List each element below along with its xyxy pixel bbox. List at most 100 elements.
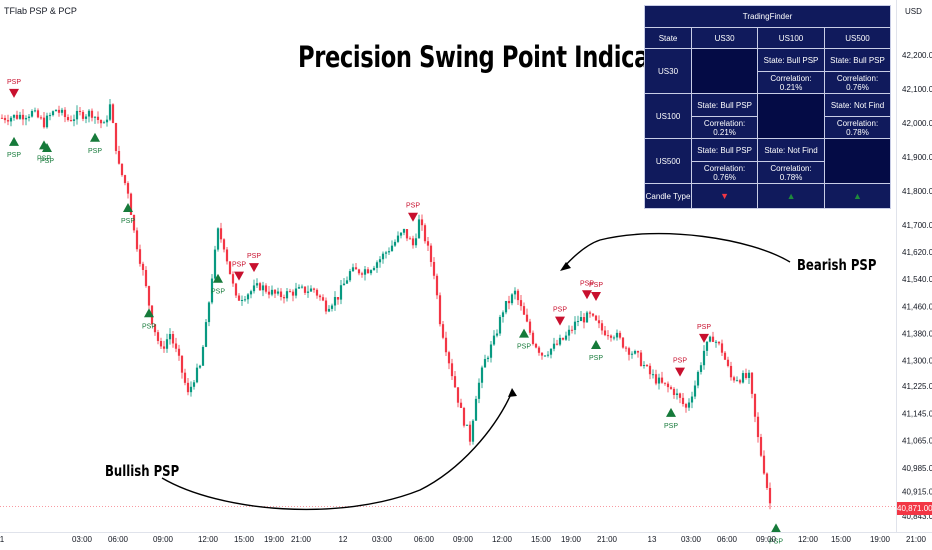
candle-body — [741, 373, 745, 383]
candle-body — [597, 320, 601, 324]
candle-body — [510, 294, 514, 304]
candle-body — [399, 232, 403, 236]
psp-label: PSP — [580, 280, 594, 287]
psp-label: PSP — [37, 155, 51, 162]
candle-body — [300, 286, 304, 288]
candle-body — [660, 377, 664, 383]
candle-body — [396, 235, 400, 242]
candle-body — [537, 347, 541, 353]
psp-label: PSP — [697, 324, 711, 331]
candle-body — [144, 269, 148, 287]
row-label-us30: US30 — [643, 48, 693, 94]
x-tick-label: 1 — [0, 535, 5, 544]
candle-body — [573, 321, 577, 330]
candle-body — [513, 290, 517, 295]
x-tick-label: 21:00 — [906, 535, 927, 544]
candle-body — [672, 388, 676, 395]
candle-body — [324, 300, 328, 312]
candle-body — [705, 341, 709, 351]
candle-body — [36, 110, 40, 118]
psp-label: PSP — [664, 423, 678, 430]
candle-body — [609, 335, 613, 338]
psp-label: PSP — [553, 307, 567, 314]
cell-state: State: Bull PSP — [691, 138, 759, 162]
candle-body — [57, 109, 61, 113]
cell-state: State: Not Find — [824, 93, 891, 117]
x-tick-label: 21:00 — [291, 535, 312, 544]
candle-body — [372, 267, 376, 271]
candle-body — [135, 230, 139, 250]
psp-label: PSP — [88, 148, 102, 155]
bullish-psp-marker — [771, 523, 781, 533]
diag-cell — [691, 48, 759, 94]
x-tick-label: 06:00 — [108, 535, 129, 544]
candle-body — [570, 329, 574, 331]
candle-body — [177, 348, 181, 356]
candle-body — [3, 117, 7, 121]
candle-body — [168, 333, 172, 340]
x-tick-label: 09:00 — [453, 535, 474, 544]
candle-body — [12, 114, 16, 118]
candle-body — [435, 275, 439, 296]
candle-body — [276, 291, 280, 294]
psp-label: PSP — [7, 79, 21, 86]
bearish-arrow — [562, 232, 791, 269]
bull-triangle-icon: ▲ — [757, 183, 825, 209]
candle-body — [351, 267, 355, 272]
candle-body — [582, 317, 586, 323]
candle-body — [213, 249, 217, 279]
candle-body — [735, 380, 739, 382]
x-tick-label: 06:00 — [717, 535, 738, 544]
y-tick-label: 41,380.00 — [902, 330, 932, 339]
candle-body — [297, 287, 301, 289]
candle-body — [636, 350, 640, 353]
candle-body — [66, 117, 70, 121]
candle-body — [648, 365, 652, 375]
candle-body — [549, 348, 553, 355]
candle-body — [654, 374, 658, 384]
candle-body — [321, 297, 325, 301]
candle-body — [195, 367, 199, 383]
currency-label[interactable]: USD — [905, 7, 922, 16]
x-tick-label: 03:00 — [372, 535, 393, 544]
candle-body — [438, 295, 442, 325]
y-tick-label: 41,460.00 — [902, 302, 932, 311]
candle-body — [207, 302, 211, 323]
candle-body — [24, 117, 28, 120]
candle-body — [327, 308, 331, 312]
candle-body — [621, 337, 625, 348]
candle-body — [0, 117, 4, 119]
candle-body — [729, 365, 733, 378]
bearish-psp-marker — [408, 212, 418, 222]
x-tick-label: 19:00 — [561, 535, 582, 544]
candle-body — [51, 111, 55, 116]
candle-body — [357, 269, 361, 274]
candle-body — [642, 365, 646, 367]
candle-body — [354, 267, 358, 270]
candle-body — [246, 294, 250, 300]
cell-state: State: Bull PSP — [691, 93, 759, 117]
candle-body — [507, 300, 511, 304]
candle-body — [645, 365, 649, 367]
psp-label: PSP — [7, 152, 21, 159]
candle-body — [111, 104, 115, 123]
x-tick-label: 12 — [339, 535, 348, 544]
candle-body — [540, 352, 544, 356]
candle-body — [420, 219, 424, 226]
candle-body — [408, 238, 412, 240]
x-tick-label: 15:00 — [234, 535, 255, 544]
candle-body — [237, 295, 241, 301]
candle-body — [501, 312, 505, 317]
y-tick-label: 40,915.00 — [902, 488, 932, 497]
candle-body — [264, 285, 268, 292]
indicator-name[interactable]: TFlab PSP & PCP — [4, 6, 77, 16]
candle-body — [450, 363, 454, 377]
bullish-psp-marker — [90, 132, 100, 142]
candle-body — [249, 291, 253, 295]
candle-body — [129, 193, 133, 215]
candle-body — [291, 291, 295, 296]
candle-body — [39, 117, 43, 119]
y-tick-label: 41,225.00 — [902, 382, 932, 391]
candle-body — [405, 229, 409, 239]
